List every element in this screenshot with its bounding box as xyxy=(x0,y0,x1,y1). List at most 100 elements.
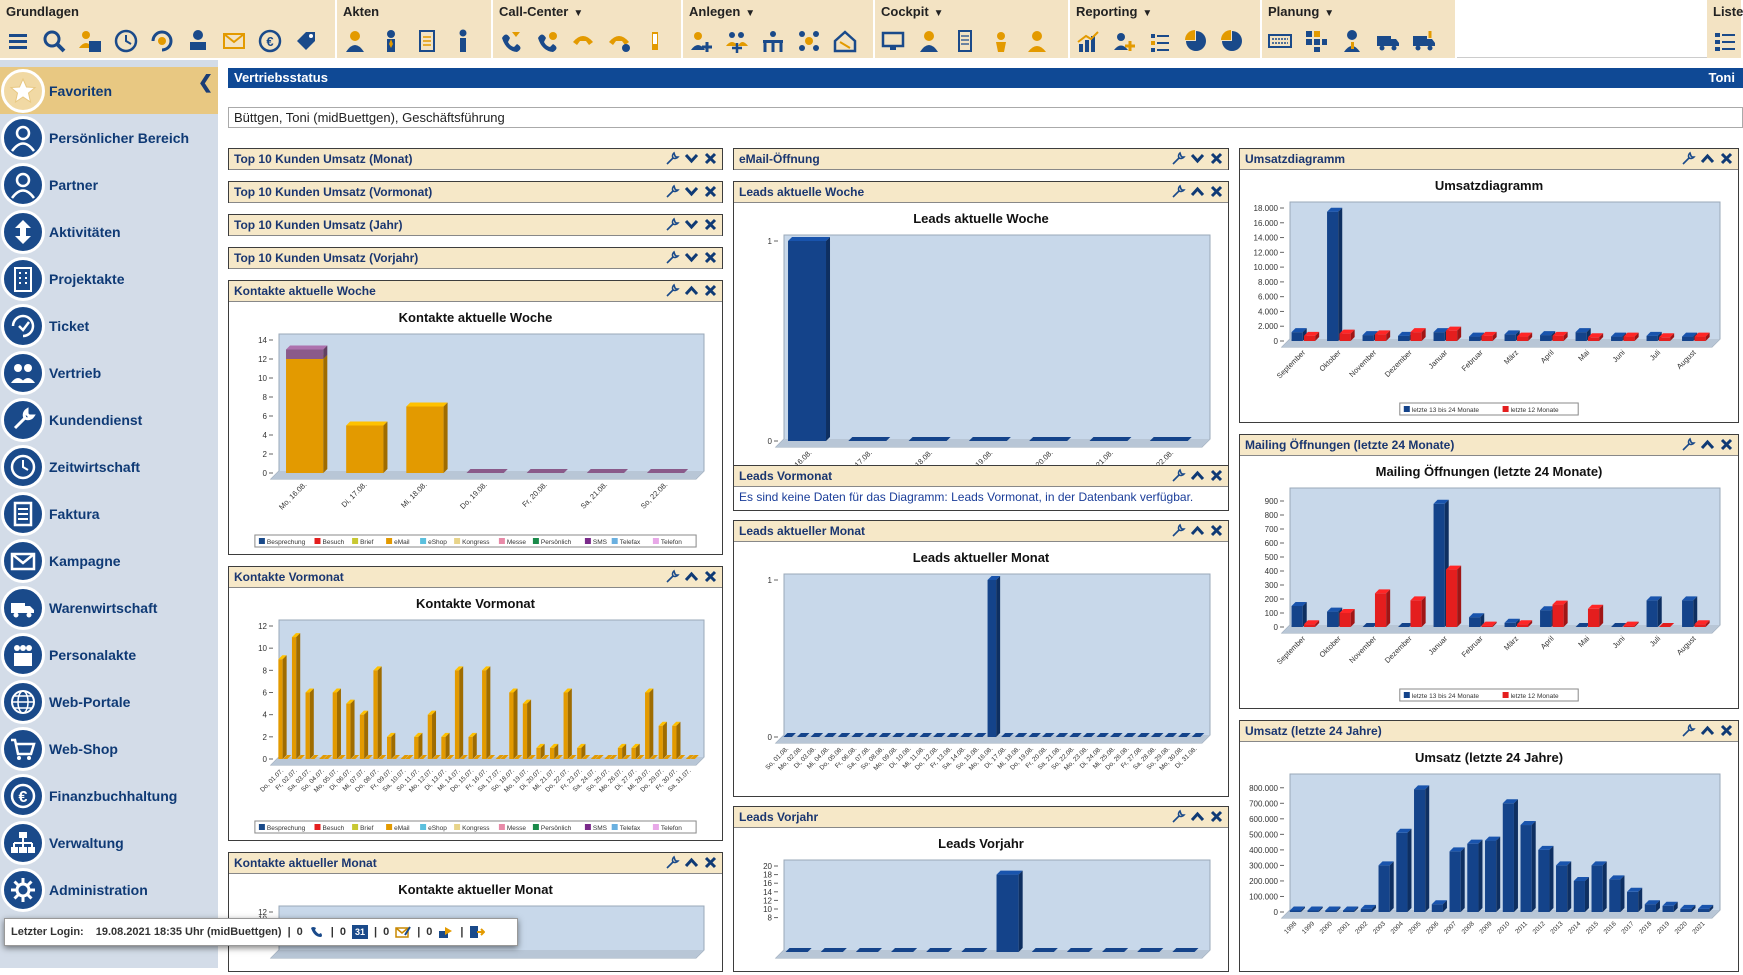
monitor-icon[interactable] xyxy=(879,28,907,54)
settings-wrench-icon[interactable] xyxy=(1681,723,1696,744)
toolbar-group-title[interactable]: Reporting ▼ xyxy=(1076,4,1152,19)
panel-header[interactable]: Kontakte Vormonat xyxy=(229,567,722,588)
document-cockpit-icon[interactable] xyxy=(951,28,979,54)
panel-header[interactable]: eMail-Öffnung xyxy=(734,149,1228,170)
settings-wrench-icon[interactable] xyxy=(665,184,680,205)
sidebar-item-aktivitäten[interactable]: Aktivitäten xyxy=(0,208,218,255)
sidebar-item-faktura[interactable]: Faktura xyxy=(0,490,218,537)
person-gold-icon[interactable] xyxy=(1023,28,1051,54)
sidebar-item-web-portale[interactable]: Web-Portale xyxy=(0,678,218,725)
settings-wrench-icon[interactable] xyxy=(1681,437,1696,458)
close-icon[interactable] xyxy=(1719,723,1734,744)
phone-ring-icon[interactable] xyxy=(569,28,597,54)
bar-report-icon[interactable] xyxy=(1074,28,1102,54)
close-icon[interactable] xyxy=(703,569,718,590)
pie-add-icon[interactable] xyxy=(1182,28,1210,54)
panel-header[interactable]: Kontakte aktuelle Woche xyxy=(229,281,722,302)
refresh-icon[interactable] xyxy=(148,28,176,54)
collapse-chevron-icon[interactable] xyxy=(1190,184,1205,205)
mail-icon[interactable] xyxy=(220,28,248,54)
panel-header[interactable]: Umsatzdiagramm xyxy=(1240,149,1738,170)
person-cockpit-icon[interactable] xyxy=(915,28,943,54)
close-icon[interactable] xyxy=(1719,437,1734,458)
close-icon[interactable] xyxy=(1719,151,1734,172)
sidebar-item-finanzbuchhaltung[interactable]: € Finanzbuchhaltung xyxy=(0,772,218,819)
sidebar-item-favoriten[interactable]: Favoriten xyxy=(0,67,218,114)
expand-chevron-icon[interactable] xyxy=(684,151,699,172)
logout-icon[interactable] xyxy=(469,925,486,939)
calendar-icon[interactable]: 31 xyxy=(351,925,368,939)
settings-wrench-icon[interactable] xyxy=(665,217,680,238)
expand-chevron-icon[interactable] xyxy=(684,217,699,238)
close-icon[interactable] xyxy=(703,151,718,172)
close-icon[interactable] xyxy=(1209,468,1224,489)
person-icon[interactable] xyxy=(341,28,369,54)
menu-icon[interactable] xyxy=(4,28,32,54)
collapse-chevron-icon[interactable] xyxy=(1190,523,1205,544)
forward-icon[interactable] xyxy=(438,925,454,939)
settings-wrench-icon[interactable] xyxy=(1171,809,1186,830)
chevron-down-icon[interactable]: ▼ xyxy=(1324,8,1335,19)
collapse-chevron-icon[interactable] xyxy=(684,569,699,590)
collapse-sidebar-icon[interactable]: ❮ xyxy=(198,72,214,92)
collapse-chevron-icon[interactable] xyxy=(1700,437,1715,458)
keyboard-icon[interactable] xyxy=(1266,28,1294,54)
grid-icon[interactable] xyxy=(1302,28,1330,54)
add-person-icon[interactable] xyxy=(687,28,715,54)
chevron-down-icon[interactable]: ▼ xyxy=(573,8,584,19)
close-icon[interactable] xyxy=(703,855,718,876)
panel-header[interactable]: Top 10 Kunden Umsatz (Vormonat) xyxy=(229,182,722,203)
truck-icon[interactable] xyxy=(1374,28,1402,54)
expand-chevron-icon[interactable] xyxy=(684,184,699,205)
sidebar-item-web-shop[interactable]: Web-Shop xyxy=(0,725,218,772)
calendar-user-icon[interactable] xyxy=(76,28,104,54)
add-group-icon[interactable] xyxy=(723,28,751,54)
panel-header[interactable]: Leads Vormonat xyxy=(734,466,1228,487)
mail-edit-icon[interactable] xyxy=(395,925,412,939)
panel-header[interactable]: Leads Vorjahr xyxy=(734,807,1228,828)
panel-header[interactable]: Umsatz (letzte 24 Jahre) xyxy=(1240,721,1738,742)
hand-money-icon[interactable] xyxy=(987,28,1015,54)
add-network-icon[interactable] xyxy=(795,28,823,54)
list-icon[interactable] xyxy=(1711,28,1739,54)
person-alert-icon[interactable] xyxy=(1338,28,1366,54)
sidebar-item-kampagne[interactable]: Kampagne xyxy=(0,537,218,584)
collapse-chevron-icon[interactable] xyxy=(1190,809,1205,830)
panel-header[interactable]: Top 10 Kunden Umsatz (Monat) xyxy=(229,149,722,170)
sidebar-item-warenwirtschaft[interactable]: Warenwirtschaft xyxy=(0,584,218,631)
settings-wrench-icon[interactable] xyxy=(1171,184,1186,205)
close-icon[interactable] xyxy=(1209,151,1224,172)
add-house-icon[interactable] xyxy=(831,28,859,54)
panel-header[interactable]: Leads aktuelle Woche xyxy=(734,182,1228,203)
settings-wrench-icon[interactable] xyxy=(1681,151,1696,172)
chevron-down-icon[interactable]: ▼ xyxy=(933,8,944,19)
collapse-chevron-icon[interactable] xyxy=(1700,151,1715,172)
settings-wrench-icon[interactable] xyxy=(1171,468,1186,489)
sidebar-item-vertrieb[interactable]: Vertrieb xyxy=(0,349,218,396)
panel-header[interactable]: Top 10 Kunden Umsatz (Vorjahr) xyxy=(229,248,722,269)
phone-out-icon[interactable] xyxy=(533,28,561,54)
sidebar-item-zeitwirtschaft[interactable]: Zeitwirtschaft xyxy=(0,443,218,490)
settings-wrench-icon[interactable] xyxy=(1171,523,1186,544)
close-icon[interactable] xyxy=(703,184,718,205)
panel-header[interactable]: Leads aktueller Monat xyxy=(734,521,1228,542)
truck-out-icon[interactable] xyxy=(1410,28,1438,54)
panel-header[interactable]: Mailing Öffnungen (letzte 24 Monate) xyxy=(1240,435,1738,456)
document-icon[interactable] xyxy=(413,28,441,54)
add-org-icon[interactable] xyxy=(759,28,787,54)
close-icon[interactable] xyxy=(703,250,718,271)
settings-wrench-icon[interactable] xyxy=(665,855,680,876)
close-icon[interactable] xyxy=(1209,809,1224,830)
panel-header[interactable]: Top 10 Kunden Umsatz (Jahr) xyxy=(229,215,722,236)
close-icon[interactable] xyxy=(703,217,718,238)
person-tie-icon[interactable] xyxy=(377,28,405,54)
settings-wrench-icon[interactable] xyxy=(1171,151,1186,172)
tag-icon[interactable] xyxy=(292,28,320,54)
settings-wrench-icon[interactable] xyxy=(665,569,680,590)
euro-icon[interactable]: € xyxy=(256,28,284,54)
close-icon[interactable] xyxy=(1209,523,1224,544)
collapse-chevron-icon[interactable] xyxy=(1700,723,1715,744)
toolbar-group-title[interactable]: Call-Center ▼ xyxy=(499,4,583,19)
sidebar-item-personalakte[interactable]: Personalakte xyxy=(0,631,218,678)
settings-wrench-icon[interactable] xyxy=(665,151,680,172)
